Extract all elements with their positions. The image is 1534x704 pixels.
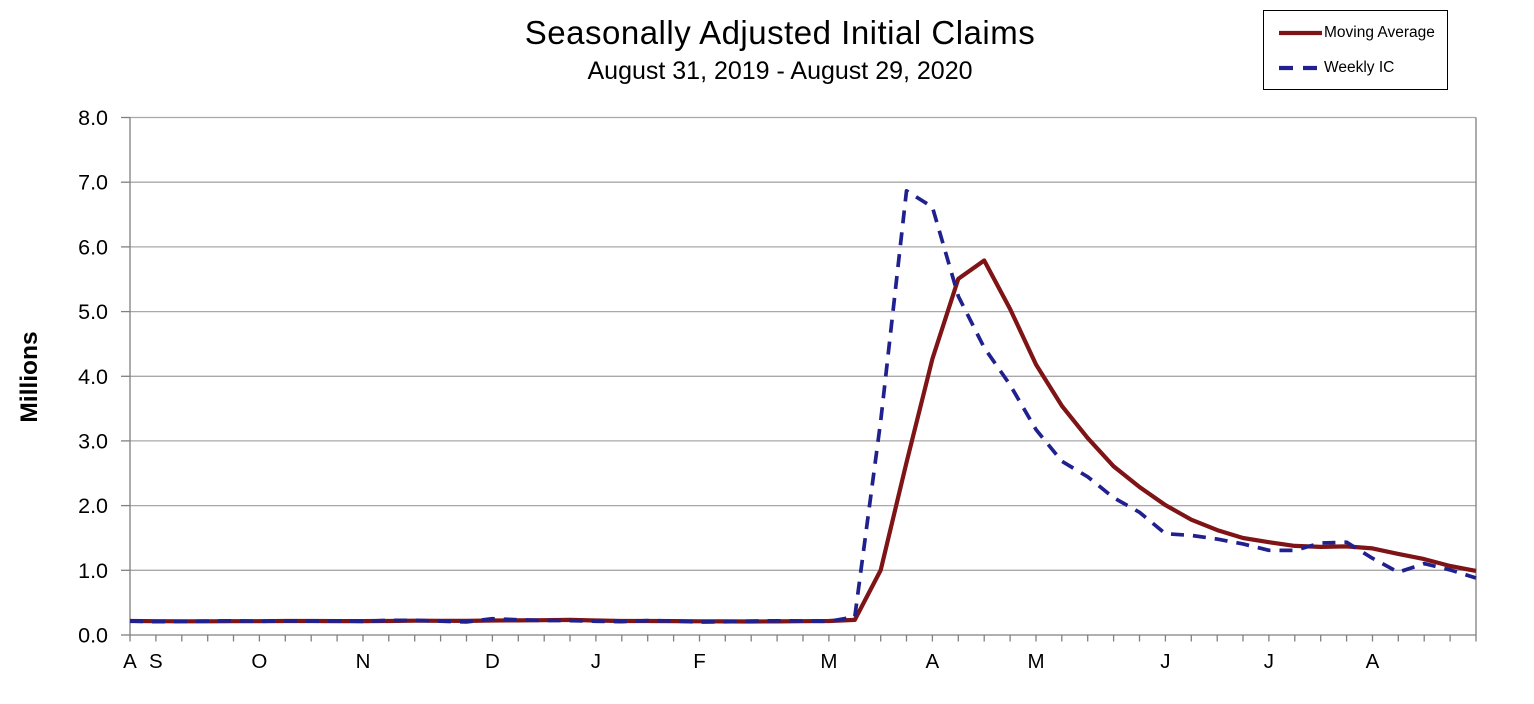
- x-month-label: J: [591, 650, 601, 673]
- y-tick-label: 2.0: [78, 494, 108, 518]
- series-weekly-ic: [129, 188, 1477, 624]
- y-tick-label: 6.0: [78, 235, 108, 259]
- x-month-label: D: [485, 650, 500, 673]
- x-month-label: O: [251, 650, 267, 673]
- x-month-label: M: [820, 650, 837, 673]
- legend-item-moving-average: Moving Average: [1277, 24, 1447, 42]
- x-month-label: J: [1160, 650, 1170, 673]
- y-tick-label: 1.0: [78, 559, 108, 583]
- x-month-label: S: [149, 650, 163, 673]
- x-month-label: A: [926, 650, 940, 673]
- legend: Moving Average Weekly IC: [1263, 10, 1448, 90]
- x-month-label: A: [123, 650, 137, 673]
- x-month-label: F: [693, 650, 706, 673]
- y-tick-label: 3.0: [78, 429, 108, 453]
- weekly-ic-line-icon: [1279, 65, 1322, 70]
- legend-item-weekly-ic: Weekly IC: [1277, 59, 1447, 77]
- y-tick-label: 4.0: [78, 365, 108, 389]
- y-tick-label: 8.0: [78, 106, 108, 130]
- y-tick-label: 5.0: [78, 300, 108, 324]
- x-month-label: A: [1366, 650, 1380, 673]
- y-tick-label: 0.0: [78, 624, 108, 648]
- moving-average-line-icon: [1279, 30, 1322, 35]
- x-month-label: N: [356, 650, 371, 673]
- x-month-label: M: [1027, 650, 1044, 673]
- x-month-label: J: [1264, 650, 1274, 673]
- legend-label-moving-average: Moving Average: [1324, 23, 1435, 41]
- legend-label-weekly-ic: Weekly IC: [1324, 58, 1395, 76]
- chart-subtitle: August 31, 2019 - August 29, 2020: [587, 57, 973, 85]
- page-title: Seasonally Adjusted Initial Claims: [524, 14, 1036, 51]
- y-tick-label: 7.0: [78, 171, 108, 195]
